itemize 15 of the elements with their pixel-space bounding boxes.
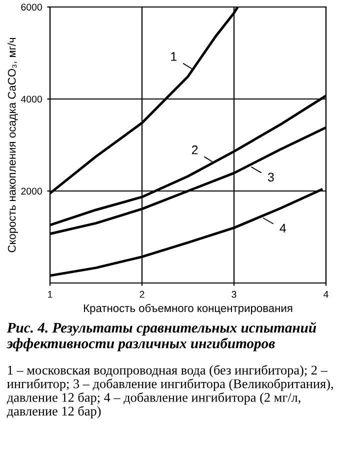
x-tick-label: 4: [324, 290, 328, 298]
y-tick-label: 4000: [20, 96, 42, 103]
annotation: 2: [192, 145, 198, 154]
y-tick-label: 2000: [21, 188, 42, 195]
x-tick-label: 2: [140, 290, 144, 298]
text: Рис. 4. Результаты сравнительных испытаний эффективности различных ингибиторов: [6, 322, 316, 352]
y-axis-title: Скорость накопления осадка CaCO₃, мг/ч: [8, 38, 18, 252]
annotation: 1: [171, 52, 176, 61]
x-tick-label: 1: [48, 290, 52, 298]
x-axis-title: Кратность объемного концентрирования: [84, 304, 292, 314]
text: 1 – московская водопроводная вода (без ингибитора); 2 – ингибитор; 3 – добавление ингибитора (Великобритания), давление 12 бар; 4 – добавление ингибитора (2 мг/л, давление 12 бар): [6, 365, 333, 418]
annotation: 4: [280, 224, 286, 232]
x-tick-label: 3: [232, 290, 236, 298]
annotation: 3: [268, 172, 274, 182]
y-tick-label: 6000: [21, 4, 42, 11]
